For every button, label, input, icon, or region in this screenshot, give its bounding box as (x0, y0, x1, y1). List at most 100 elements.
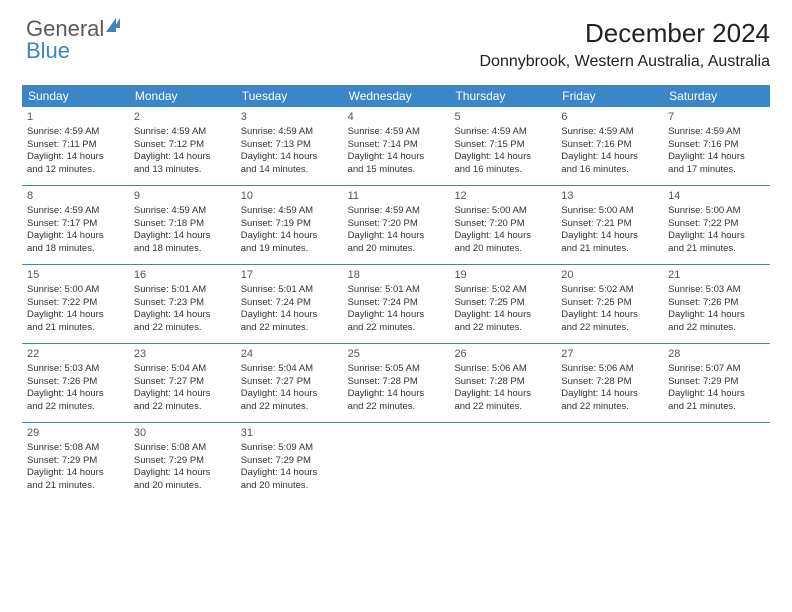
calendar-day: 2Sunrise: 4:59 AMSunset: 7:12 PMDaylight… (129, 107, 236, 185)
sunset-line: Sunset: 7:26 PM (668, 297, 765, 310)
sunrise-line: Sunrise: 5:02 AM (561, 284, 658, 297)
sunset-line: Sunset: 7:19 PM (241, 218, 338, 231)
daylight-line: Daylight: 14 hours (454, 309, 551, 322)
daylight-line: Daylight: 14 hours (27, 467, 124, 480)
calendar-day: 14Sunrise: 5:00 AMSunset: 7:22 PMDayligh… (663, 186, 770, 264)
sunset-line: Sunset: 7:25 PM (454, 297, 551, 310)
calendar-week: 29Sunrise: 5:08 AMSunset: 7:29 PMDayligh… (22, 422, 770, 501)
day-number: 2 (134, 110, 231, 125)
weekday-header-row: Sunday Monday Tuesday Wednesday Thursday… (22, 85, 770, 107)
sunrise-line: Sunrise: 5:07 AM (668, 363, 765, 376)
daylight-line: and 22 minutes. (241, 401, 338, 414)
daylight-line: Daylight: 14 hours (241, 309, 338, 322)
calendar-week: 1Sunrise: 4:59 AMSunset: 7:11 PMDaylight… (22, 107, 770, 185)
daylight-line: and 12 minutes. (27, 164, 124, 177)
daylight-line: and 21 minutes. (27, 480, 124, 493)
sunrise-line: Sunrise: 5:01 AM (241, 284, 338, 297)
sunset-line: Sunset: 7:29 PM (27, 455, 124, 468)
sunrise-line: Sunrise: 5:02 AM (454, 284, 551, 297)
daylight-line: and 18 minutes. (134, 243, 231, 256)
sunset-line: Sunset: 7:28 PM (561, 376, 658, 389)
calendar-day: 11Sunrise: 4:59 AMSunset: 7:20 PMDayligh… (343, 186, 450, 264)
sunset-line: Sunset: 7:21 PM (561, 218, 658, 231)
sunrise-line: Sunrise: 5:04 AM (241, 363, 338, 376)
sunrise-line: Sunrise: 4:59 AM (134, 205, 231, 218)
calendar-day: 3Sunrise: 4:59 AMSunset: 7:13 PMDaylight… (236, 107, 343, 185)
daylight-line: Daylight: 14 hours (454, 388, 551, 401)
page-title: December 2024 (22, 18, 770, 49)
daylight-line: and 15 minutes. (348, 164, 445, 177)
sunset-line: Sunset: 7:12 PM (134, 139, 231, 152)
daylight-line: Daylight: 14 hours (561, 230, 658, 243)
calendar-day: 31Sunrise: 5:09 AMSunset: 7:29 PMDayligh… (236, 423, 343, 501)
sunset-line: Sunset: 7:28 PM (348, 376, 445, 389)
daylight-line: Daylight: 14 hours (348, 151, 445, 164)
daylight-line: Daylight: 14 hours (348, 309, 445, 322)
sunset-line: Sunset: 7:16 PM (668, 139, 765, 152)
day-number: 4 (348, 110, 445, 125)
sunset-line: Sunset: 7:22 PM (668, 218, 765, 231)
day-number: 28 (668, 347, 765, 362)
daylight-line: Daylight: 14 hours (561, 151, 658, 164)
daylight-line: Daylight: 14 hours (668, 309, 765, 322)
sunrise-line: Sunrise: 4:59 AM (561, 126, 658, 139)
calendar: Sunday Monday Tuesday Wednesday Thursday… (22, 85, 770, 501)
daylight-line: Daylight: 14 hours (27, 388, 124, 401)
sunrise-line: Sunrise: 5:08 AM (27, 442, 124, 455)
weekday-header: Saturday (663, 85, 770, 107)
daylight-line: and 21 minutes. (561, 243, 658, 256)
sunset-line: Sunset: 7:11 PM (27, 139, 124, 152)
sunrise-line: Sunrise: 4:59 AM (134, 126, 231, 139)
calendar-day: 5Sunrise: 4:59 AMSunset: 7:15 PMDaylight… (449, 107, 556, 185)
sunrise-line: Sunrise: 5:03 AM (27, 363, 124, 376)
day-number: 6 (561, 110, 658, 125)
day-number: 17 (241, 268, 338, 283)
day-number: 3 (241, 110, 338, 125)
day-number: 1 (27, 110, 124, 125)
daylight-line: Daylight: 14 hours (134, 467, 231, 480)
sunset-line: Sunset: 7:20 PM (454, 218, 551, 231)
day-number: 19 (454, 268, 551, 283)
calendar-day: 16Sunrise: 5:01 AMSunset: 7:23 PMDayligh… (129, 265, 236, 343)
daylight-line: and 21 minutes. (668, 243, 765, 256)
day-number: 20 (561, 268, 658, 283)
daylight-line: Daylight: 14 hours (241, 467, 338, 480)
calendar-day: 26Sunrise: 5:06 AMSunset: 7:28 PMDayligh… (449, 344, 556, 422)
daylight-line: Daylight: 14 hours (241, 388, 338, 401)
weekday-header: Monday (129, 85, 236, 107)
weekday-header: Tuesday (236, 85, 343, 107)
sunrise-line: Sunrise: 4:59 AM (668, 126, 765, 139)
sunset-line: Sunset: 7:16 PM (561, 139, 658, 152)
sunrise-line: Sunrise: 4:59 AM (27, 126, 124, 139)
sunset-line: Sunset: 7:20 PM (348, 218, 445, 231)
sunset-line: Sunset: 7:18 PM (134, 218, 231, 231)
daylight-line: and 22 minutes. (454, 322, 551, 335)
daylight-line: and 22 minutes. (454, 401, 551, 414)
sunrise-line: Sunrise: 5:04 AM (134, 363, 231, 376)
daylight-line: and 22 minutes. (27, 401, 124, 414)
sunset-line: Sunset: 7:24 PM (241, 297, 338, 310)
sunrise-line: Sunrise: 4:59 AM (241, 126, 338, 139)
day-number: 8 (27, 189, 124, 204)
calendar-day: 19Sunrise: 5:02 AMSunset: 7:25 PMDayligh… (449, 265, 556, 343)
daylight-line: and 18 minutes. (27, 243, 124, 256)
day-number: 23 (134, 347, 231, 362)
sunrise-line: Sunrise: 5:00 AM (27, 284, 124, 297)
day-number: 16 (134, 268, 231, 283)
sunset-line: Sunset: 7:29 PM (668, 376, 765, 389)
calendar-week: 15Sunrise: 5:00 AMSunset: 7:22 PMDayligh… (22, 264, 770, 343)
calendar-day: 25Sunrise: 5:05 AMSunset: 7:28 PMDayligh… (343, 344, 450, 422)
daylight-line: and 22 minutes. (134, 322, 231, 335)
sunrise-line: Sunrise: 5:01 AM (348, 284, 445, 297)
weekday-header: Wednesday (343, 85, 450, 107)
sunrise-line: Sunrise: 5:00 AM (668, 205, 765, 218)
sunset-line: Sunset: 7:15 PM (454, 139, 551, 152)
calendar-day: 9Sunrise: 4:59 AMSunset: 7:18 PMDaylight… (129, 186, 236, 264)
daylight-line: Daylight: 14 hours (348, 388, 445, 401)
sunset-line: Sunset: 7:24 PM (348, 297, 445, 310)
sunrise-line: Sunrise: 5:06 AM (454, 363, 551, 376)
calendar-day: 30Sunrise: 5:08 AMSunset: 7:29 PMDayligh… (129, 423, 236, 501)
daylight-line: and 19 minutes. (241, 243, 338, 256)
sunset-line: Sunset: 7:25 PM (561, 297, 658, 310)
day-number: 29 (27, 426, 124, 441)
